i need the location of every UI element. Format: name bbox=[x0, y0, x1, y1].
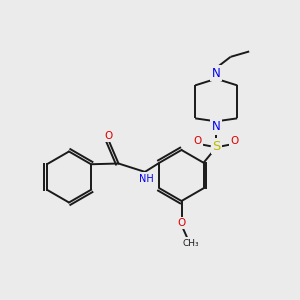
Text: N: N bbox=[212, 67, 220, 80]
Text: O: O bbox=[105, 130, 113, 141]
Text: CH₃: CH₃ bbox=[183, 238, 200, 247]
Text: N: N bbox=[212, 120, 220, 133]
Text: NH: NH bbox=[139, 173, 154, 184]
Text: O: O bbox=[194, 136, 202, 146]
Text: O: O bbox=[177, 218, 186, 228]
Text: S: S bbox=[212, 140, 220, 153]
Text: O: O bbox=[231, 136, 239, 146]
